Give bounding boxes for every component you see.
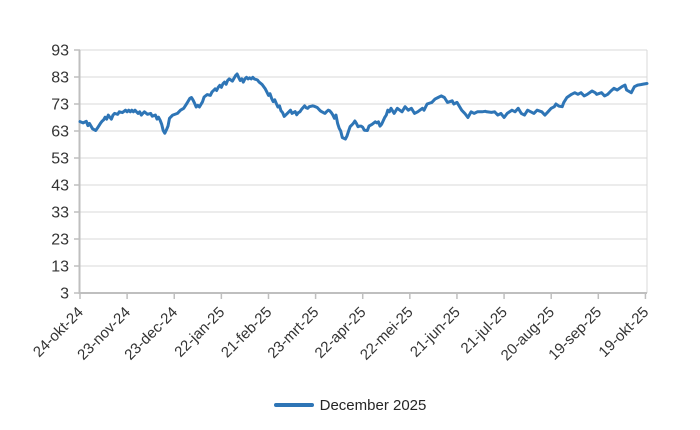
y-tick-label: 3: [60, 286, 69, 303]
y-tick-label: 93: [51, 43, 69, 60]
x-tick-label: 19-okt-25: [595, 304, 652, 361]
y-tick-label: 63: [51, 124, 69, 141]
y-tick-label: 73: [51, 97, 69, 114]
y-tick-label: 53: [51, 151, 69, 168]
legend-line-swatch: [273, 403, 314, 407]
legend: December 2025: [0, 396, 700, 414]
y-tick-label: 43: [51, 178, 69, 195]
series-line-december-2025: [78, 72, 649, 141]
y-tick-label: 23: [51, 232, 69, 249]
x-tick-label: 21-jun-25: [407, 304, 464, 361]
y-tick-label: 13: [51, 259, 69, 276]
legend-series-label: December 2025: [319, 396, 427, 414]
y-tick-label: 33: [51, 205, 69, 222]
y-tick-label: 83: [51, 70, 69, 87]
